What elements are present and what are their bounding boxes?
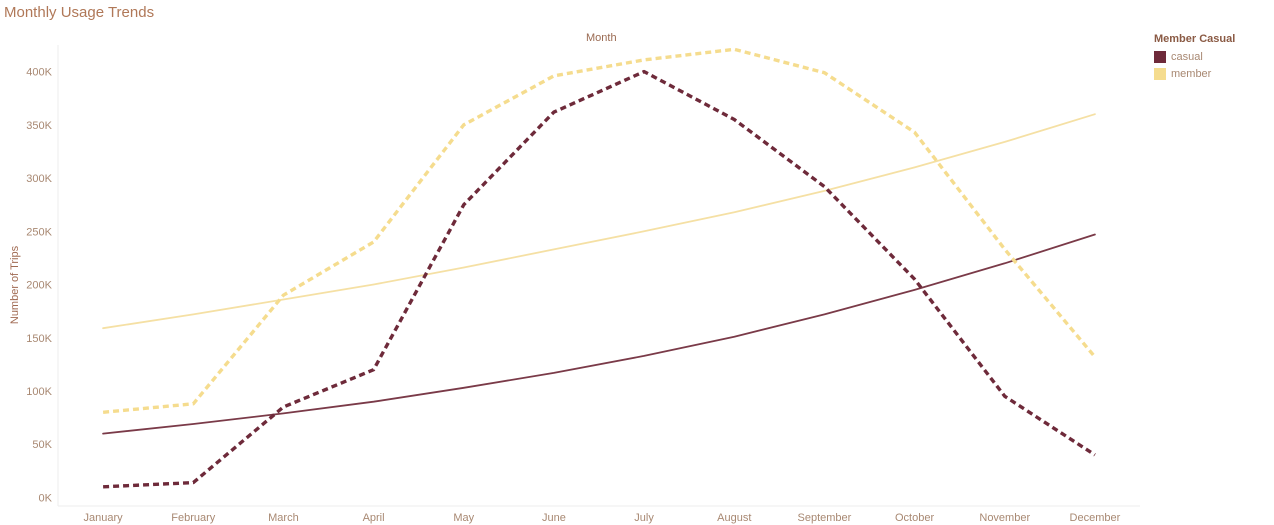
y-tick-label: 100K [26,386,52,398]
y-tick-label: 150K [26,333,52,345]
legend-swatch-casual [1154,50,1166,63]
y-axis-title: Number of Trips [9,245,21,324]
x-tick-label: September [798,512,852,524]
y-tick-label: 400K [26,67,52,79]
x-tick-label: March [268,512,299,524]
x-tick-label: April [363,512,385,524]
x-axis-header: Month [586,32,617,44]
x-tick-label: December [1070,512,1121,524]
y-tick-label: 350K [26,120,52,132]
legend-item-casual[interactable]: casual [1154,48,1235,65]
series-line-member [102,47,1097,414]
x-tick-label: February [171,512,216,524]
chart-title: Monthly Usage Trends [4,4,155,21]
legend: Member Casual casual member [1154,33,1235,82]
y-tick-label: 250K [26,226,52,238]
x-tick-label: May [453,512,474,524]
y-tick-label: 0K [39,492,53,504]
line-chart: Number of Trips 0K 50K 100K 150K 200K 250K 300… [9,45,1140,524]
x-tick-label: November [979,512,1030,524]
series-line-casual [103,69,1096,489]
legend-label-casual: casual [1171,50,1203,63]
legend-label-member: member [1171,67,1212,80]
x-tick-label: July [634,512,654,524]
legend-swatch-member [1154,67,1166,80]
plot-area: 0K 50K 100K 150K 200K 250K 300K 350K 400K January… [26,45,1140,524]
x-tick-label: October [895,512,934,524]
trend-line-casual [102,233,1096,435]
x-tick-label: January [84,512,124,524]
legend-item-member[interactable]: member [1154,65,1235,82]
x-tick-label: June [542,512,566,524]
legend-title: Member Casual [1154,33,1236,45]
trend-line-member [102,113,1096,330]
y-tick-label: 300K [26,173,52,185]
y-tick-label: 50K [32,439,52,451]
x-tick-label: August [717,512,751,524]
y-tick-label: 200K [26,280,52,292]
